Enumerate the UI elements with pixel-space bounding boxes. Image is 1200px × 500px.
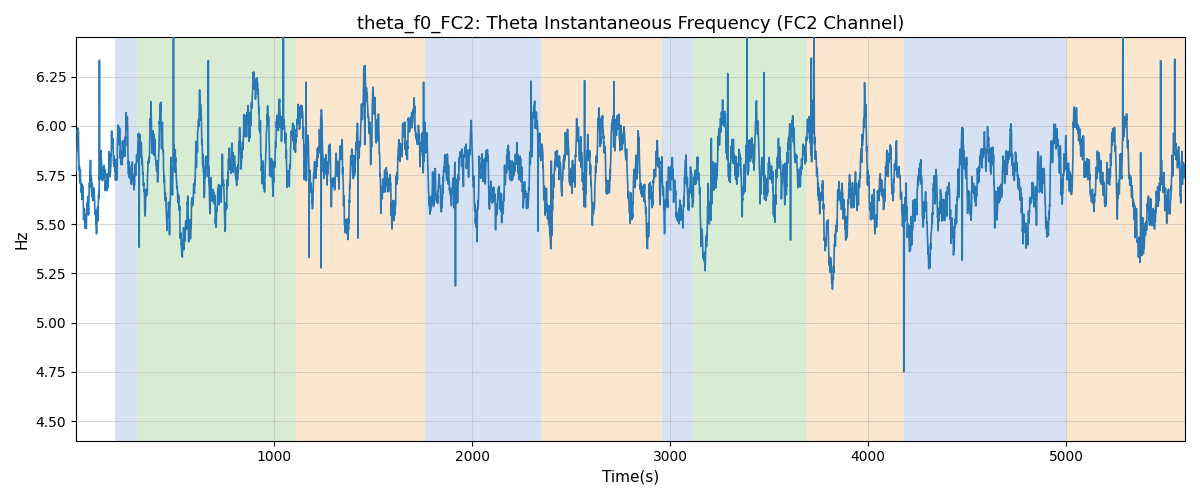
Bar <box>1066 38 1184 440</box>
Bar <box>806 38 904 440</box>
Bar <box>541 38 662 440</box>
Bar <box>662 38 692 440</box>
Bar <box>296 38 425 440</box>
Y-axis label: Hz: Hz <box>14 230 30 249</box>
Bar <box>425 38 541 440</box>
Bar <box>115 38 138 440</box>
X-axis label: Time(s): Time(s) <box>602 470 659 485</box>
Bar <box>692 38 806 440</box>
Bar <box>904 38 1066 440</box>
Bar <box>138 38 296 440</box>
Title: theta_f0_FC2: Theta Instantaneous Frequency (FC2 Channel): theta_f0_FC2: Theta Instantaneous Freque… <box>356 15 905 34</box>
